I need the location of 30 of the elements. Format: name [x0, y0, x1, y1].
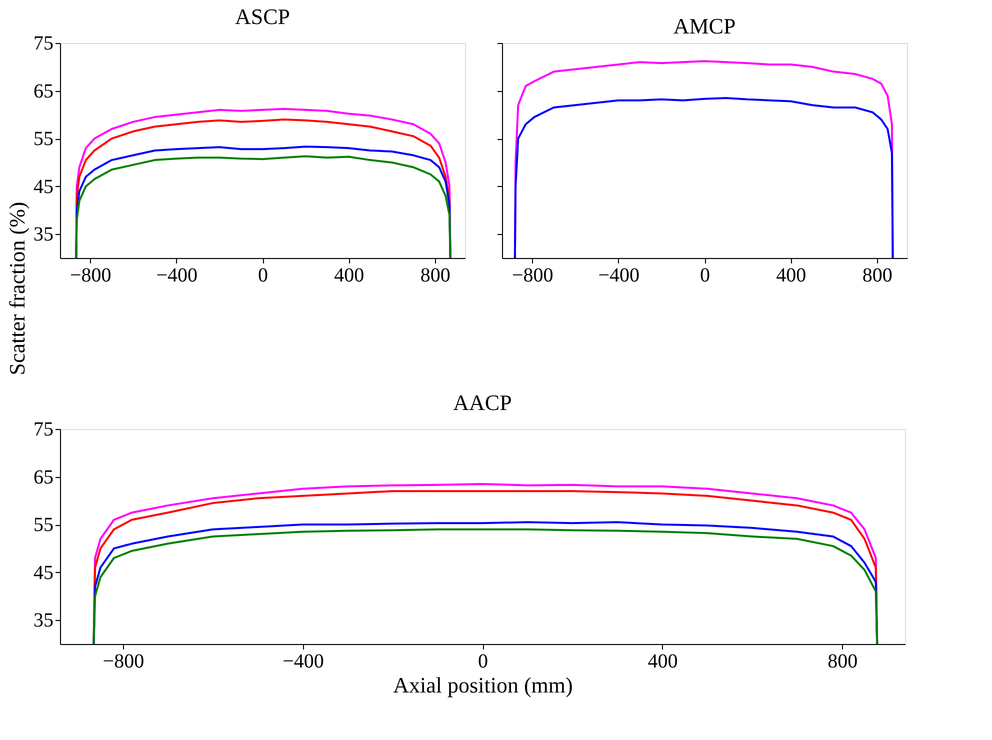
x-axis-title: Axial position (mm) — [393, 672, 573, 698]
x-tick-label: 400 — [334, 264, 364, 286]
x-tick-label: 0 — [700, 264, 710, 286]
x-tick-label: −400 — [598, 264, 640, 286]
x-tick-label: −400 — [282, 650, 324, 672]
y-tick-label: 55 — [34, 514, 54, 536]
x-tick-label: 400 — [648, 650, 678, 672]
y-tick-label: 75 — [34, 418, 54, 440]
y-tick-label: 55 — [34, 128, 54, 150]
x-tick-label: 800 — [828, 650, 858, 672]
x-tick-label: −800 — [512, 264, 554, 286]
y-tick-label: 75 — [34, 32, 54, 54]
y-tick-label: 45 — [34, 176, 54, 198]
chart-title: AMCP — [673, 14, 736, 38]
x-tick-label: −800 — [102, 650, 144, 672]
y-tick-label: 35 — [34, 610, 54, 632]
chart-title: AACP — [453, 390, 512, 415]
y-tick-label: 45 — [34, 562, 54, 584]
y-tick-label: 65 — [34, 80, 54, 102]
x-tick-label: 800 — [862, 264, 892, 286]
y-tick-label: 35 — [34, 224, 54, 246]
x-tick-label: 0 — [478, 650, 488, 672]
x-tick-label: −800 — [70, 264, 112, 286]
y-tick-label: 65 — [34, 466, 54, 488]
y-axis-title: Scatter fraction (%) — [4, 202, 30, 376]
x-tick-label: −400 — [156, 264, 198, 286]
x-tick-label: 0 — [258, 264, 268, 286]
x-tick-label: 400 — [776, 264, 806, 286]
x-tick-label: 800 — [420, 264, 450, 286]
chart-title: ASCP — [234, 4, 290, 29]
